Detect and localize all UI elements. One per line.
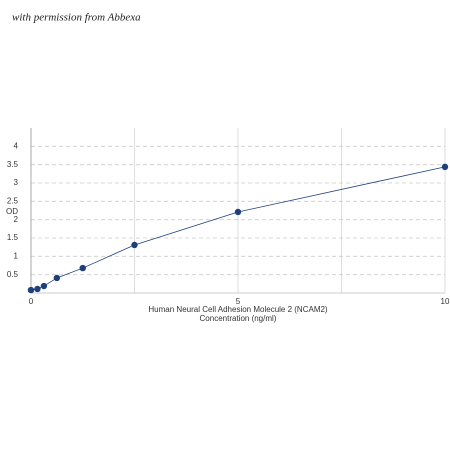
x-tick-label: 0 <box>29 297 34 306</box>
y-tick-label: 1 <box>14 251 19 260</box>
x-tick-label: 5 <box>236 297 241 306</box>
y-tick-label: 3.5 <box>7 160 19 169</box>
y-tick-label: 2.5 <box>7 196 19 205</box>
point <box>27 286 35 294</box>
y-tick-label: 0.5 <box>7 270 19 279</box>
point <box>441 163 449 171</box>
point <box>79 264 86 272</box>
point <box>53 274 61 282</box>
y-tick-label: 4 <box>14 141 19 150</box>
point <box>131 241 138 249</box>
x-tick-label: 10 <box>441 297 450 306</box>
y-tick-label: 2 <box>14 215 19 224</box>
y-axis-label: OD <box>6 207 18 216</box>
x-axis-label: Human Neural Cell Adhesion Molecule 2 (N… <box>148 305 328 314</box>
point <box>40 282 48 290</box>
x-axis-label: Concentration (ng/ml) <box>200 314 277 323</box>
point <box>234 208 242 216</box>
point <box>34 285 41 293</box>
y-tick-label: 1.5 <box>7 233 19 242</box>
y-tick-label: 3 <box>14 178 19 187</box>
watermark: with permission from Abbexa <box>12 12 141 24</box>
